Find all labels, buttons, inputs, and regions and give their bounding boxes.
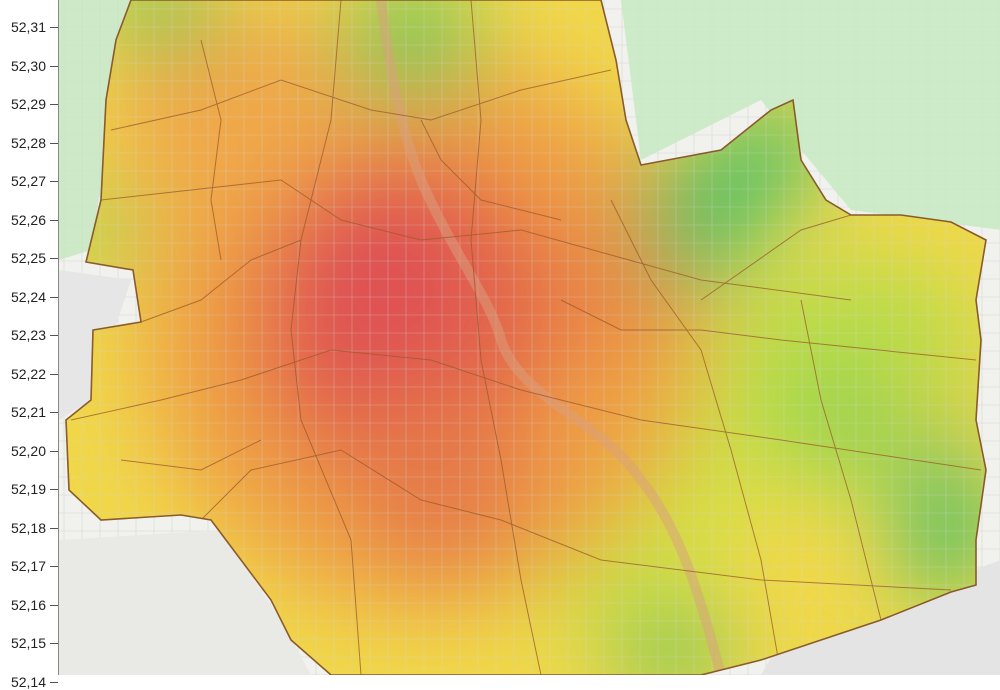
latitude-tick-mark (50, 643, 58, 644)
latitude-tick-label: 52,29 (10, 96, 46, 112)
latitude-tick-mark (50, 258, 58, 259)
river (376, 0, 726, 675)
latitude-tick-label: 52,15 (10, 635, 46, 651)
latitude-tick-mark (50, 142, 58, 144)
latitude-tick-label: 52,14 (10, 673, 46, 690)
latitude-tick-label: 52,17 (10, 558, 46, 574)
latitude-tick-label: 52,31 (10, 19, 46, 35)
latitude-tick-label: 52,27 (10, 173, 46, 189)
latitude-tick-mark (50, 604, 58, 606)
latitude-tick-mark (50, 27, 58, 28)
latitude-tick-label: 52,16 (10, 596, 46, 613)
heatmap-map (58, 0, 1000, 675)
latitude-tick-label: 52,28 (10, 134, 46, 151)
latitude-tick-label: 52,30 (10, 57, 46, 74)
latitude-tick-label: 52,23 (10, 327, 46, 343)
latitude-tick-label: 52,24 (10, 288, 46, 305)
latitude-tick-mark (50, 373, 58, 375)
latitude-tick-mark (50, 181, 58, 182)
latitude-tick-mark (50, 335, 58, 336)
latitude-tick-label: 52,18 (10, 519, 46, 536)
latitude-axis: 52,31 52,30 52,29 52,28 52,27 52,26 52,25 52,24… (0, 0, 58, 690)
latitude-tick-mark (50, 412, 58, 413)
latitude-tick-label: 52,25 (10, 250, 46, 266)
latitude-tick-mark (50, 296, 58, 298)
latitude-tick-mark (50, 104, 58, 105)
latitude-tick-label: 52,22 (10, 365, 46, 382)
latitude-tick-mark (50, 527, 58, 529)
latitude-tick-mark (50, 450, 58, 452)
latitude-tick-mark (50, 65, 58, 67)
latitude-tick-mark (50, 489, 58, 490)
latitude-tick-label: 52,26 (10, 211, 46, 228)
district-borders (70, 0, 982, 675)
latitude-tick-label: 52,20 (10, 442, 46, 459)
latitude-tick-mark (50, 219, 58, 221)
latitude-tick-label: 52,21 (10, 404, 46, 420)
latitude-tick-label: 52,19 (10, 481, 46, 497)
latitude-tick-mark (50, 566, 58, 567)
latitude-tick-mark (50, 681, 58, 683)
